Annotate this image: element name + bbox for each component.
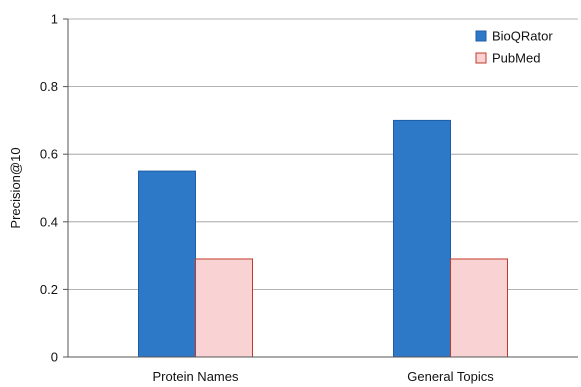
legend: BioQRator PubMed (475, 29, 553, 66)
axes (67, 19, 578, 358)
legend-label: PubMed (492, 51, 540, 66)
y-tick-labels: 0 0.2 0.4 0.6 0.8 1 (40, 12, 68, 365)
bar-pubmed-1 (450, 258, 508, 358)
y-tick-label: 0.6 (40, 147, 58, 162)
legend-swatch (475, 52, 487, 64)
y-tick-label: 0.2 (40, 282, 58, 297)
y-axis-title: Precision@10 (8, 147, 23, 228)
x-category-labels: Protein Names General Topics (153, 369, 495, 384)
y-tick-label: 0 (51, 350, 58, 365)
bar-bioqrator-0 (138, 170, 196, 358)
y-tick-label: 1 (51, 12, 58, 27)
y-tick-label: 0.8 (40, 79, 58, 94)
legend-swatch (475, 30, 487, 42)
bar-bioqrator-1 (393, 119, 451, 358)
bars (138, 119, 508, 358)
legend-label: BioQRator (492, 29, 553, 44)
bar-pubmed-0 (195, 258, 253, 358)
x-category-label: Protein Names (153, 369, 239, 384)
y-tick-label: 0.4 (40, 214, 58, 229)
x-category-label: General Topics (407, 369, 494, 384)
